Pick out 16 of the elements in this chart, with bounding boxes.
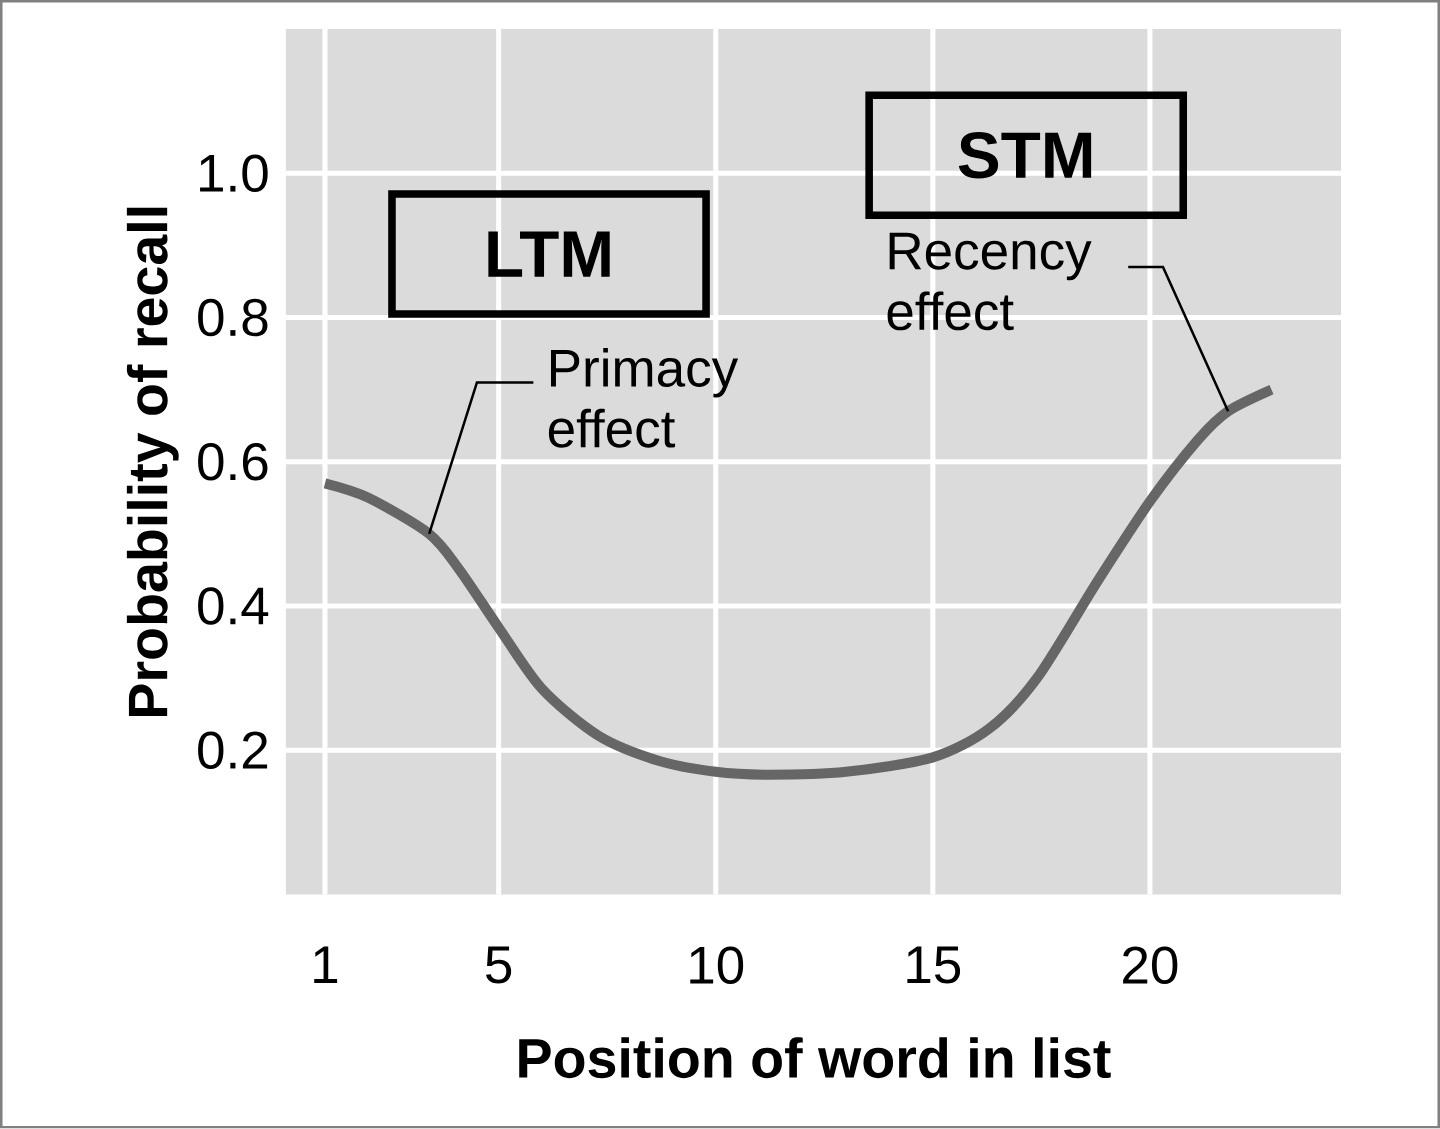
x-tick-label: 15 — [907, 946, 961, 984]
x-tick-label: 1 — [314, 946, 338, 984]
x-tick-label: 5 — [486, 946, 512, 984]
y-tick-label: 1.0 — [200, 154, 268, 193]
y-tick-label: 0.8 — [198, 298, 268, 337]
x-tick-label: 10 — [690, 946, 744, 985]
x-tick-label: 20 — [1123, 946, 1178, 985]
y-axis-title: Probability of recall — [126, 208, 179, 717]
annotation: LTM — [488, 231, 610, 277]
y-tick-label: 0.2 — [198, 731, 268, 770]
y-tick-label: 0.4 — [198, 587, 269, 625]
annotation: Primacy effect — [548, 348, 739, 448]
annotation: STM — [958, 132, 1092, 179]
y-tick-label: 0.6 — [198, 443, 268, 481]
x-axis-title: Position of word in list — [519, 1037, 1111, 1079]
annotation: Recency effect — [887, 232, 1092, 331]
